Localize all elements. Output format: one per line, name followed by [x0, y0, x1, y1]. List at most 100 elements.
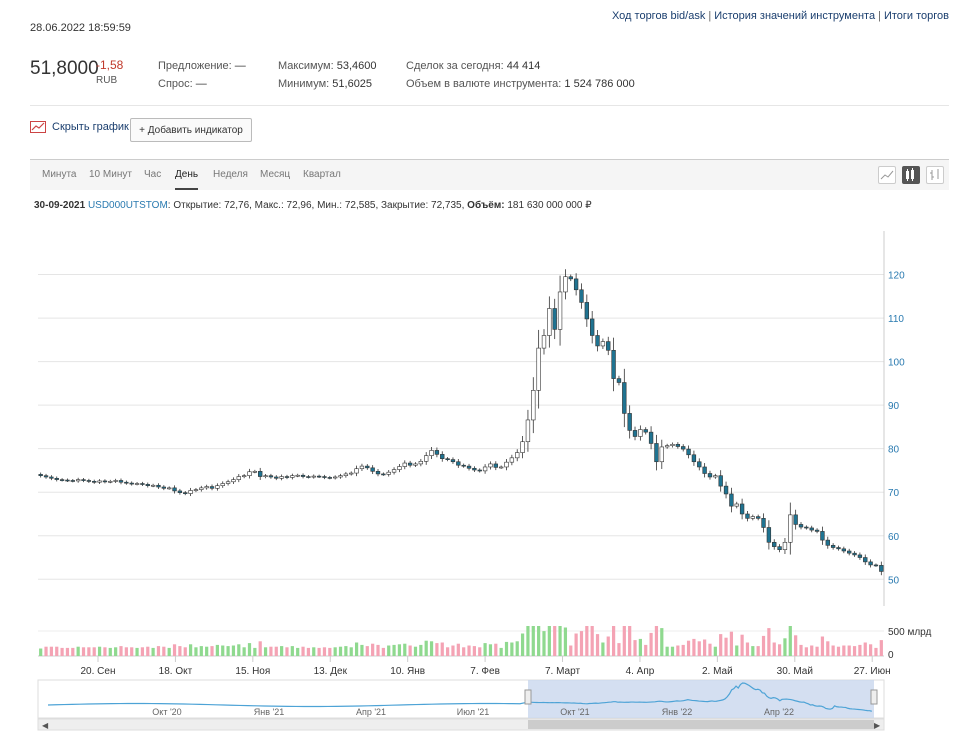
volume-bar: [842, 645, 846, 656]
candle: [531, 390, 536, 421]
volume-bar: [799, 644, 803, 656]
y-tick-label: 50: [888, 575, 900, 586]
volume-bar: [221, 645, 225, 656]
volume-bar: [777, 644, 782, 656]
volume-bar: [579, 631, 584, 656]
bar-chart-icon[interactable]: [926, 166, 944, 184]
volume-bar: [869, 644, 873, 656]
candle: [316, 475, 322, 478]
candle: [616, 378, 622, 383]
volume-bar: [633, 640, 637, 656]
volume-bar: [847, 645, 851, 656]
candle: [606, 341, 611, 351]
line-chart-icon[interactable]: [878, 166, 896, 184]
volume-bar: [263, 647, 268, 656]
volume-bar: [306, 647, 311, 656]
candle: [686, 448, 691, 456]
candle: [739, 503, 745, 515]
deals-stat: Сделок за сегодня: 44 414: [406, 60, 541, 72]
candle: [38, 474, 43, 476]
volume-bar: [322, 647, 327, 656]
volume-bar: [349, 647, 353, 656]
volume-bar: [413, 646, 418, 656]
candle: [622, 382, 627, 414]
scroll-left-icon: ◀: [42, 721, 49, 730]
volume-tick-label: 0: [888, 650, 894, 661]
tab-quarter[interactable]: Квартал: [303, 169, 341, 180]
candle: [118, 480, 124, 483]
volume-bar: [92, 647, 96, 656]
candle: [772, 541, 777, 547]
candle: [108, 481, 113, 483]
candle: [172, 487, 177, 492]
candle: [86, 480, 92, 482]
period-tabs: Минута 10 Минут Час День Неделя Месяц Кв…: [30, 160, 949, 190]
candle: [707, 473, 713, 478]
volume-bar: [253, 647, 257, 656]
candle: [413, 463, 418, 466]
volume-bar: [756, 646, 760, 656]
volume-bar: [151, 647, 155, 656]
candle: [766, 527, 772, 543]
candle: [777, 546, 782, 550]
candle-chart-icon[interactable]: [902, 166, 920, 184]
currency: RUB: [96, 75, 118, 86]
candle: [220, 483, 225, 486]
volume-bar: [515, 641, 519, 656]
chart-panel: [30, 159, 949, 738]
navigator-handle-left: [524, 689, 532, 705]
candle: [488, 463, 493, 468]
navigator-line: [47, 682, 872, 712]
results-link[interactable]: Итоги торгов: [883, 10, 949, 22]
navigator-window: [528, 680, 874, 718]
volume-bar: [215, 644, 219, 656]
candle: [804, 526, 809, 529]
volume-bar: [344, 646, 348, 656]
tab-10min[interactable]: 10 Минут: [89, 169, 132, 180]
candle: [520, 441, 525, 453]
tab-week[interactable]: Неделя: [213, 169, 248, 180]
candle: [750, 516, 755, 519]
candle: [129, 482, 134, 485]
add-indicator-button[interactable]: + Добавить индикатор: [130, 118, 252, 142]
candle: [167, 487, 172, 490]
last-price: 51,8000: [30, 58, 99, 79]
candle: [584, 302, 590, 320]
candle: [681, 446, 686, 450]
candle: [263, 475, 268, 477]
candle: [365, 465, 370, 469]
tab-minute[interactable]: Минута: [42, 169, 77, 180]
candle: [847, 550, 852, 554]
volume-bar: [713, 646, 717, 656]
volume-bar: [49, 646, 53, 656]
volume-bar: [76, 646, 80, 656]
volume-bar: [879, 640, 883, 656]
candle: [557, 291, 563, 330]
tab-day[interactable]: День: [175, 160, 199, 190]
history-link[interactable]: История значений инструмента: [714, 10, 876, 22]
volume-bar: [290, 646, 294, 656]
candle: [81, 479, 86, 481]
candle: [659, 446, 664, 463]
volume-bar: [124, 647, 128, 656]
hide-chart-button[interactable]: Скрыть график: [30, 121, 129, 133]
candle: [590, 318, 595, 336]
tab-month[interactable]: Месяц: [260, 169, 291, 180]
candle: [231, 479, 236, 483]
candle: [841, 548, 847, 552]
volume-bar: [424, 640, 428, 656]
candle: [697, 461, 702, 468]
volume-bar: [183, 647, 187, 656]
candle: [643, 429, 648, 433]
volume-bar: [269, 646, 273, 656]
volume-bar: [622, 626, 626, 656]
volume-stat: Объем в валюте инструмента: 1 524 786 00…: [406, 78, 635, 90]
volume-bar: [71, 647, 75, 656]
candle: [445, 458, 450, 460]
volume-bar: [419, 644, 423, 656]
tab-hour[interactable]: Час: [144, 169, 162, 180]
volume-bar: [531, 626, 535, 656]
volume-bar: [317, 647, 321, 656]
bid-ask-link[interactable]: Ход торгов bid/ask: [611, 10, 706, 22]
